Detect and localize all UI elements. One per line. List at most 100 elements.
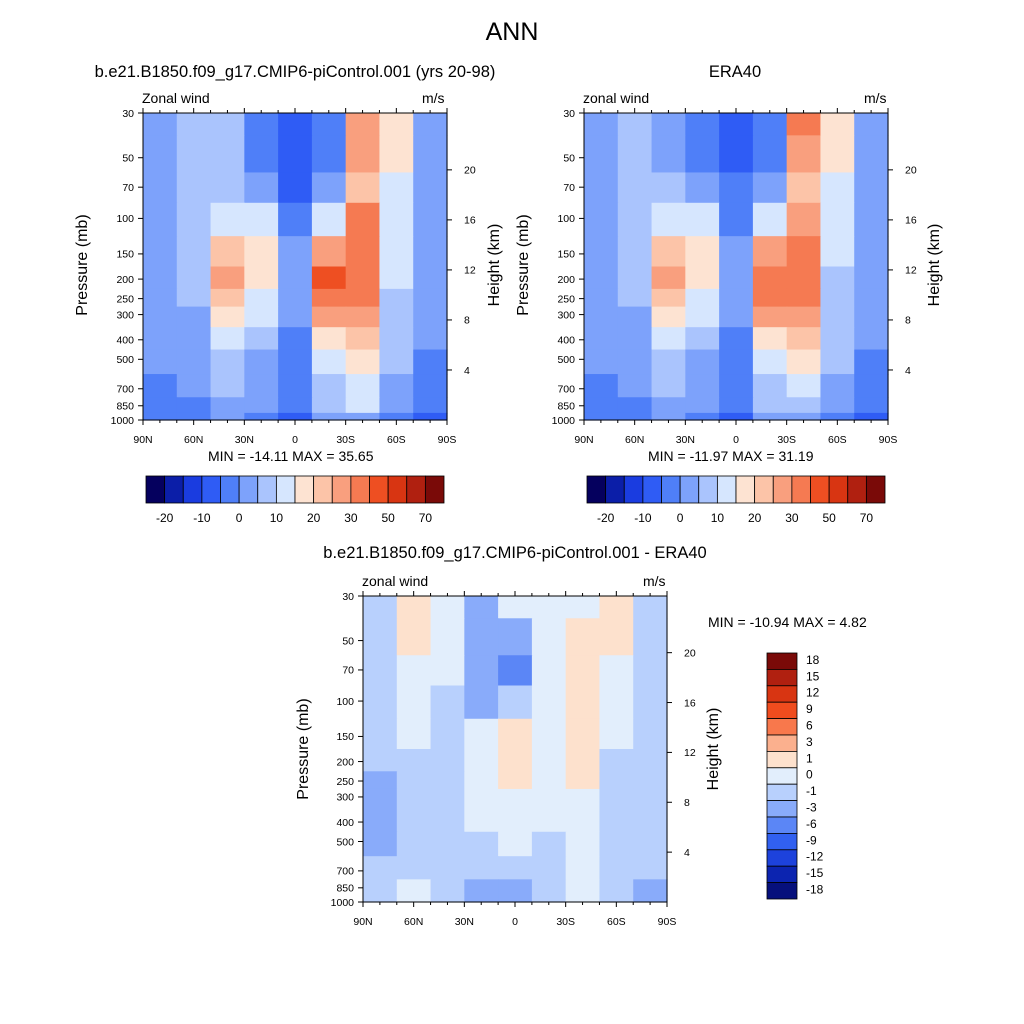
panel-model-variable-label: Zonal wind: [142, 90, 210, 106]
colorbar-swatch: [586, 475, 607, 504]
colorbar-label: 18: [806, 653, 820, 667]
heatmap-cell: [363, 618, 398, 656]
heatmap-cell: [278, 172, 313, 204]
heatmap-cell: [685, 306, 720, 328]
colorbar-swatch: [294, 475, 315, 504]
heatmap-cell: [345, 327, 381, 351]
heatmap-cell: [210, 113, 245, 136]
panel-obs-plot: 90N 60N 30N 0 30S 60S 90S 30 50 70 100 150 200 250 300…: [552, 108, 917, 446]
y-tick-label: 300: [116, 309, 134, 321]
heatmap-cell: [752, 113, 788, 136]
colorbar-swatch: [623, 475, 644, 504]
heatmap-cell: [531, 894, 567, 903]
heatmap-cell: [430, 856, 465, 880]
heatmap-cell: [786, 236, 822, 268]
x-tick-label: 90S: [438, 434, 457, 446]
heatmap-cell: [176, 397, 212, 414]
y-tick-label: 100: [336, 696, 354, 708]
heatmap-cell: [719, 135, 754, 174]
heatmap-cell: [210, 135, 245, 174]
heatmap-cell: [311, 412, 347, 421]
heatmap-cell: [752, 412, 788, 421]
heatmap-cell: [854, 202, 889, 237]
heatmap-cell: [430, 809, 465, 833]
heatmap-cell: [244, 266, 279, 290]
heatmap-cell: [176, 327, 212, 351]
heatmap-cell: [278, 266, 313, 290]
x-tick-label: 30N: [455, 916, 474, 928]
heatmap-cell: [599, 894, 634, 903]
heatmap-cell: [345, 306, 381, 328]
heatmap-cell: [244, 397, 279, 414]
heatmap-cell: [396, 771, 432, 790]
heatmap-cell: [719, 327, 754, 351]
colorbar-swatch: [754, 475, 774, 504]
colorbar-swatch: [313, 475, 333, 504]
heatmap-cell: [752, 306, 788, 328]
heatmap-cell: [633, 618, 668, 656]
heatmap-cell: [786, 172, 822, 204]
y-tick-label: 250: [116, 293, 134, 305]
y-tick-label: 300: [336, 792, 354, 804]
x-tick-label: 60S: [387, 434, 406, 446]
colorbar-swatch: [772, 475, 793, 504]
colorbar-label: 0: [236, 511, 243, 525]
colorbar-label: 15: [806, 669, 820, 683]
heatmap-cell: [464, 809, 499, 833]
heatmap-cell: [396, 856, 432, 880]
heatmap-cell: [651, 374, 686, 398]
colorbar-swatch: [766, 701, 798, 720]
heatmap-cell: [786, 349, 822, 375]
heatmap-cell: [143, 349, 178, 375]
heatmap-cell: [752, 288, 788, 308]
heatmap-cell: [244, 288, 279, 308]
x-tick-label: 60S: [607, 916, 626, 928]
y2-tick-label: 8: [905, 315, 911, 327]
y-tick-label: 500: [557, 354, 575, 366]
heatmap-cell: [685, 412, 720, 421]
heatmap-cell: [379, 397, 414, 414]
heatmap-cell: [651, 288, 686, 308]
heatmap-cell: [244, 349, 279, 375]
heatmap-cell: [565, 718, 601, 750]
colorbar-swatch: [766, 718, 798, 736]
heatmap-cell: [244, 374, 279, 398]
heatmap-cell: [719, 236, 754, 268]
heatmap-cell: [464, 831, 499, 857]
heatmap-cell: [786, 202, 822, 237]
colorbar-swatch: [220, 475, 240, 504]
heatmap-cell: [752, 172, 788, 204]
panel-obs-variable-label: zonal wind: [583, 90, 650, 106]
heatmap-cell: [651, 327, 686, 351]
heatmap-cell: [752, 202, 788, 237]
heatmap-cell: [345, 266, 381, 290]
heatmap-cell: [685, 266, 720, 290]
heatmap-cell: [531, 831, 567, 857]
heatmap-cell: [719, 374, 754, 398]
colorbar-label: -15: [806, 866, 824, 880]
colorbar-label: -18: [806, 883, 824, 897]
heatmap-cell: [565, 788, 601, 811]
colorbar-swatch: [766, 767, 798, 785]
heatmap-cell: [464, 685, 499, 720]
heatmap-cell: [278, 113, 313, 136]
heatmap-cell: [464, 596, 499, 619]
heatmap-cell: [464, 749, 499, 772]
heatmap-cell: [176, 202, 212, 237]
heatmap-cell: [176, 306, 212, 328]
heatmap-cell: [143, 202, 178, 237]
heatmap-cell: [379, 113, 414, 136]
y2-tick-label: 8: [464, 315, 470, 327]
heatmap-cell: [786, 266, 822, 290]
colorbar-swatch: [766, 882, 798, 900]
y-tick-label: 100: [557, 213, 575, 225]
heatmap-cell: [584, 113, 619, 136]
panel-obs-title: ERA40: [708, 63, 762, 81]
heatmap-cell: [599, 809, 634, 833]
heatmap-cell: [379, 135, 414, 174]
heatmap-cell: [363, 894, 398, 903]
heatmap-cell: [719, 288, 754, 308]
heatmap-cell: [278, 236, 313, 268]
heatmap-cell: [396, 788, 432, 811]
heatmap-cell: [617, 349, 653, 375]
